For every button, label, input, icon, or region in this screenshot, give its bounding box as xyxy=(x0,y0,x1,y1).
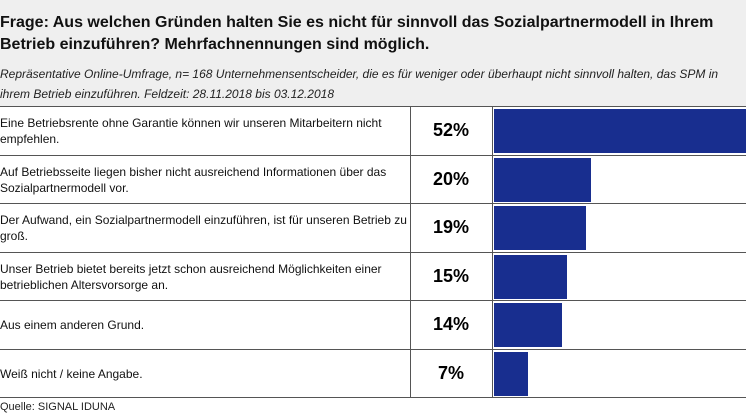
bar xyxy=(494,303,562,347)
column-divider xyxy=(492,106,493,397)
bar xyxy=(494,158,591,202)
row-divider xyxy=(0,397,746,398)
row-divider xyxy=(0,155,746,156)
row-divider xyxy=(0,203,746,204)
value-label: 52% xyxy=(432,120,470,140)
category-label: Aus einem anderen Grund. xyxy=(0,317,145,332)
bar xyxy=(494,109,746,153)
row-divider xyxy=(0,300,746,301)
value-label: 19% xyxy=(432,217,470,237)
column-divider xyxy=(410,106,411,397)
question-header xyxy=(0,0,746,106)
source-note: Quelle: SIGNAL IDUNA xyxy=(0,401,116,413)
value-label: 15% xyxy=(432,266,470,286)
category-label: Der Aufwand, ein Sozialpartnermodell ein… xyxy=(0,212,407,243)
row-divider xyxy=(0,349,746,350)
bar xyxy=(494,352,528,396)
value-label: 14% xyxy=(432,314,470,334)
value-label: 7% xyxy=(437,363,464,383)
category-label: Eine Betriebsrente ohne Garantie können … xyxy=(0,115,382,146)
category-label: Weiß nicht / keine Angabe. xyxy=(0,366,143,381)
row-divider xyxy=(0,106,746,107)
bar xyxy=(494,206,586,250)
row-divider xyxy=(0,252,746,253)
category-label: Auf Betriebsseite liegen bisher nicht au… xyxy=(0,164,387,195)
chart-title: Frage: Aus welchen Gründen halten Sie es… xyxy=(0,14,714,53)
chart-subtitle: Repräsentative Online-Umfrage, n= 168 Un… xyxy=(0,67,719,101)
bar xyxy=(494,255,567,299)
category-label: Unser Betrieb bietet bereits jetzt schon… xyxy=(0,261,382,292)
value-label: 20% xyxy=(432,169,470,189)
